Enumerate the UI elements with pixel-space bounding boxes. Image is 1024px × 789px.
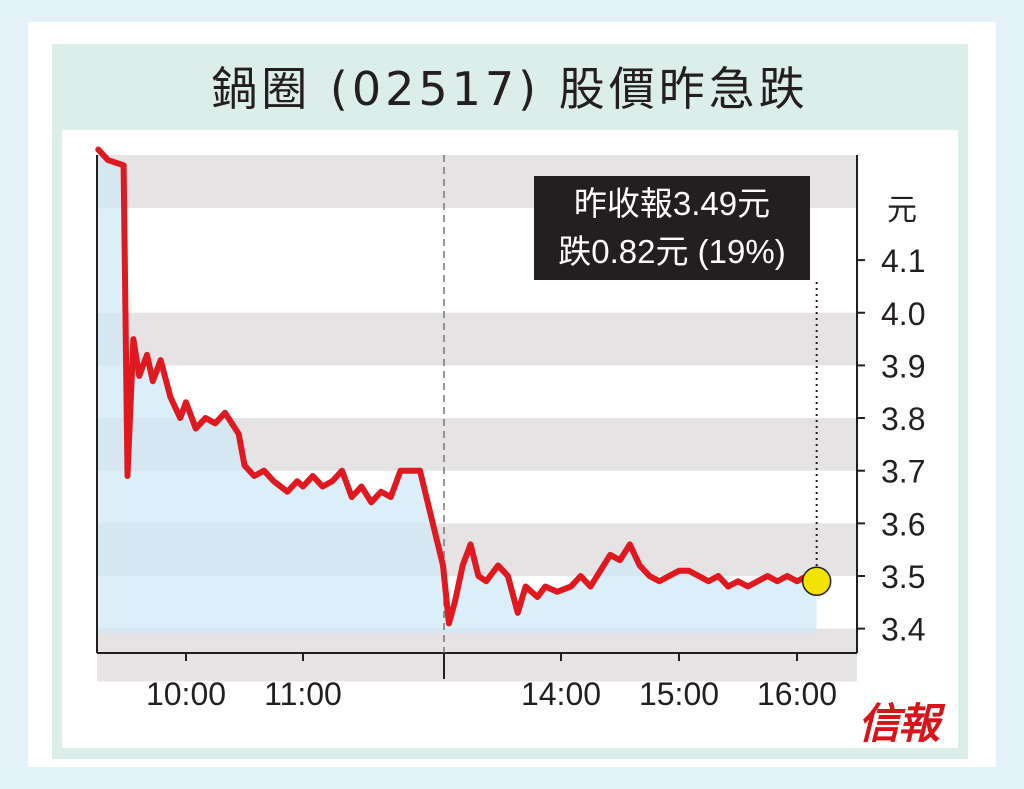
y-tick-label: 3.6 [881, 506, 925, 542]
y-unit-label: 元 [887, 193, 917, 228]
chart-title: 鍋圈 (02517) 股價昨急跌 [211, 62, 809, 116]
close-price-callout: 昨收報3.49元 跌0.82元 (19%) [534, 176, 810, 280]
y-tick-label: 3.7 [881, 454, 925, 490]
y-tick-label: 4.0 [881, 296, 925, 332]
x-tick-label: 10:00 [146, 676, 226, 712]
price-line [95, 146, 820, 627]
y-tick-label: 4.1 [881, 243, 925, 279]
y-tick-label: 3.5 [881, 559, 925, 595]
price-area [98, 149, 817, 653]
x-tick-label: 16:00 [757, 676, 837, 712]
close-price-marker [801, 566, 832, 597]
y-tick-label: 3.9 [881, 348, 925, 384]
x-tick-label: 11:00 [264, 676, 342, 712]
callout-change-text: 跌0.82元 (19%) [558, 233, 786, 270]
grid-band [97, 628, 857, 682]
x-tick-label: 14:00 [521, 676, 601, 712]
y-tick-label: 3.4 [881, 612, 925, 648]
y-tick-label: 3.8 [881, 401, 925, 437]
grid-band [97, 312, 857, 366]
hkej-logo: 信報 [858, 699, 940, 748]
x-tick-label: 15:00 [639, 676, 719, 712]
callout-close-text: 昨收報3.49元 [573, 185, 771, 222]
